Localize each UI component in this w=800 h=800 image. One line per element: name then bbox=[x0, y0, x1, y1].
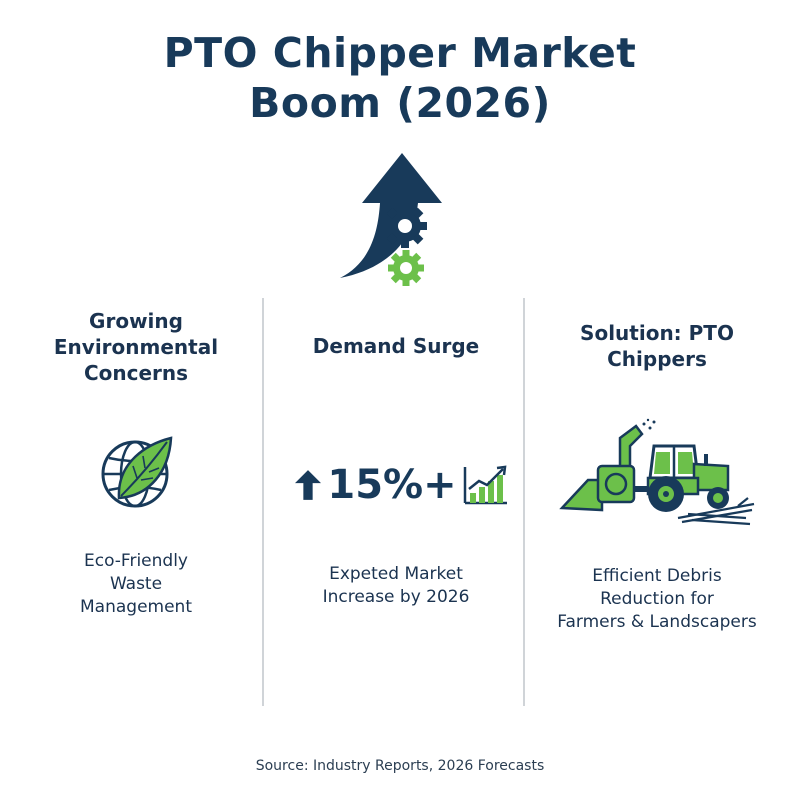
column-divider-right bbox=[523, 298, 525, 706]
growth-value: 15%+ bbox=[327, 462, 457, 508]
column-caption: Expeted Market Increase by 2026 bbox=[322, 564, 470, 607]
column-caption: Efficient Debris Reduction for Farmers &… bbox=[557, 566, 757, 632]
column-caption: Eco-Friendly Waste Management bbox=[80, 551, 192, 617]
page-title: PTO Chipper Market Boom (2026) bbox=[0, 28, 800, 128]
title-line-1: PTO Chipper Market bbox=[163, 29, 637, 77]
column-title: Demand Surge bbox=[312, 334, 480, 358]
up-arrow-icon bbox=[295, 470, 322, 500]
column-environmental: Growing Environmental Concerns bbox=[6, 308, 266, 386]
tractor-chipper-icon bbox=[559, 418, 755, 526]
column-divider-left bbox=[262, 298, 264, 706]
bar-chart-growth-icon bbox=[463, 465, 507, 505]
arrow-gears-icon bbox=[340, 153, 442, 286]
column-title: Solution: PTO Chippers bbox=[580, 321, 734, 371]
source-note: Source: Industry Reports, 2026 Forecasts bbox=[255, 758, 545, 774]
title-line-2: Boom (2026) bbox=[249, 79, 551, 127]
globe-leaf-icon bbox=[101, 436, 173, 508]
column-demand: Demand Surge bbox=[266, 333, 526, 359]
growth-stat: 15%+ bbox=[292, 455, 512, 515]
column-title: Growing Environmental Concerns bbox=[53, 309, 219, 385]
column-solution: Solution: PTO Chippers bbox=[527, 320, 787, 372]
